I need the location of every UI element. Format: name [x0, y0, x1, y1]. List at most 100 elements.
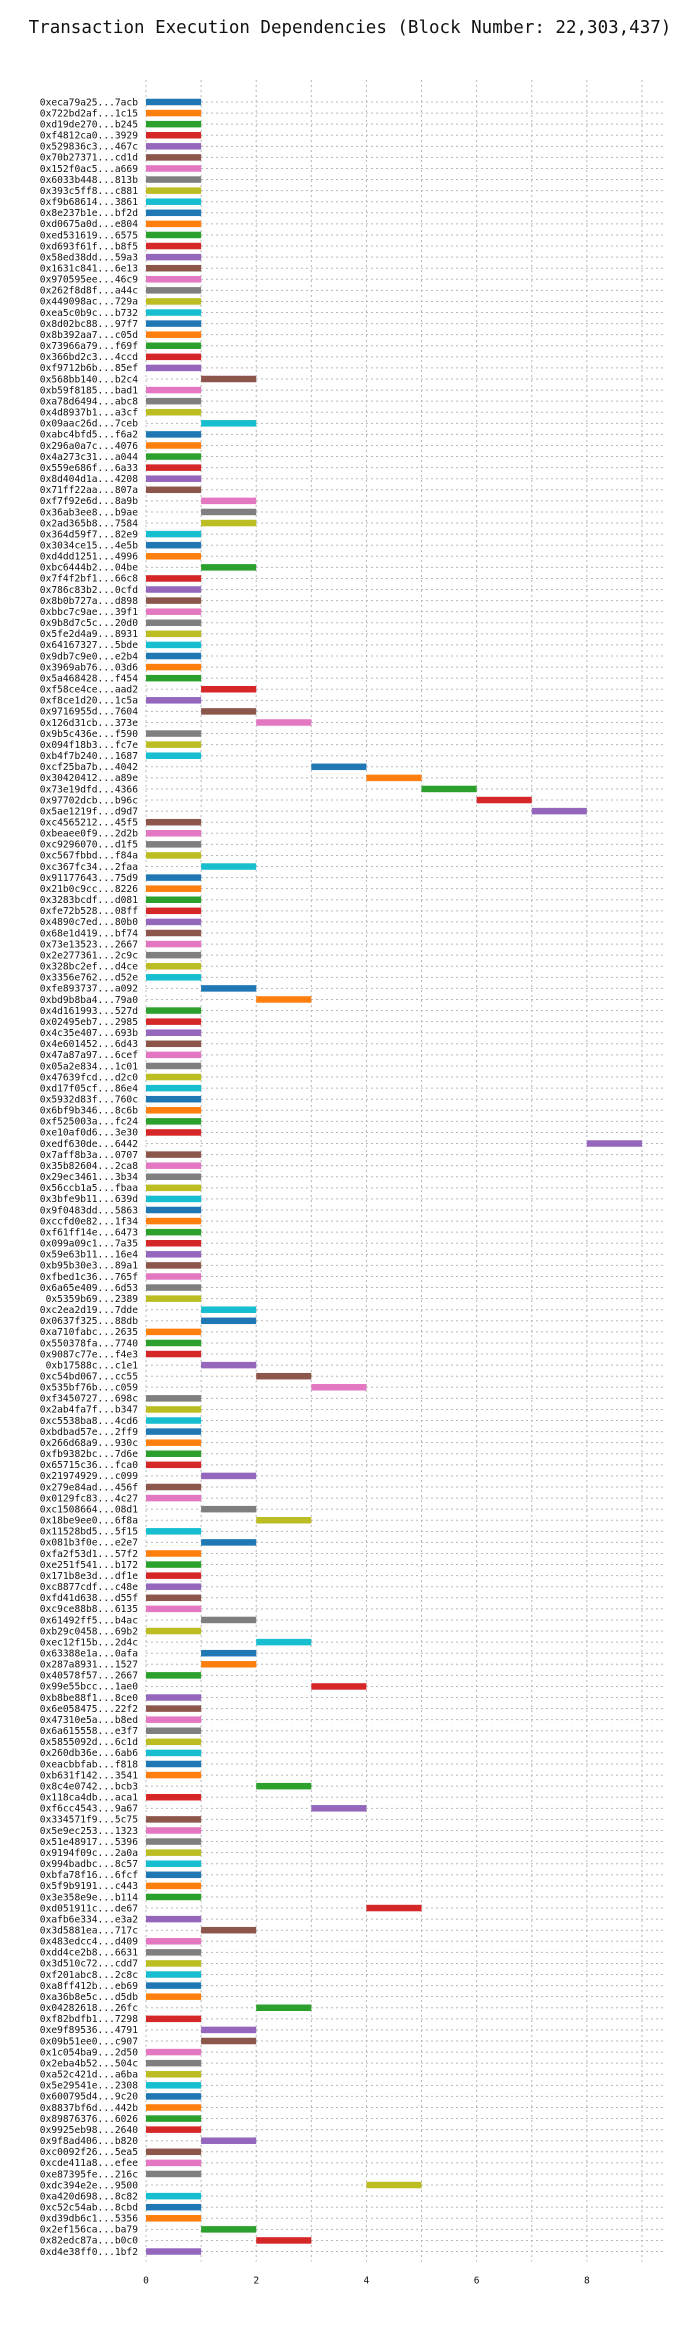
transaction-label: 0x786c83b2...0cfd — [40, 585, 138, 596]
transaction-label: 0xf4812ca0...3929 — [40, 131, 138, 142]
transaction-bar — [146, 431, 202, 438]
transaction-label: 0x260db36e...6ab6 — [40, 1748, 138, 1759]
transaction-label: 0x5359b69...2389 — [46, 1294, 139, 1305]
transaction-bar — [201, 2137, 257, 2144]
transaction-bar — [146, 575, 202, 582]
transaction-label: 0xd0675a0d...e804 — [40, 219, 138, 230]
transaction-bar — [146, 940, 202, 948]
transaction-bar — [146, 1982, 202, 1989]
transaction-label: 0xf61ff14e...6473 — [40, 1227, 138, 1238]
transaction-bar — [146, 1738, 202, 1746]
transaction-bar — [146, 1217, 202, 1225]
transaction-bar — [146, 143, 202, 150]
transaction-bar — [201, 1317, 257, 1325]
transaction-bar — [201, 497, 257, 505]
transaction-bar — [146, 298, 202, 305]
transaction-label: 0x3283bcdf...d081 — [40, 895, 138, 906]
transaction-bar — [201, 420, 257, 427]
transaction-bar — [146, 1018, 202, 1025]
transaction-label: 0xfd41d638...d55f — [40, 1593, 138, 1604]
transaction-bar — [421, 785, 477, 793]
transaction-bar — [146, 408, 202, 416]
transaction-label: 0x559e686f...6a33 — [40, 463, 138, 474]
transaction-label: 0x5f9b9191...c443 — [40, 1881, 138, 1892]
transaction-label: 0xf9712b6b...85ef — [40, 363, 138, 374]
transaction-bar — [146, 309, 202, 316]
transaction-label: 0xa78d6494...abc8 — [40, 396, 138, 407]
transaction-bar — [146, 852, 202, 859]
transaction-bar — [201, 863, 257, 870]
transaction-bar — [146, 1860, 202, 1867]
transaction-label: 0xedf630de...6442 — [40, 1139, 138, 1150]
transaction-bar — [146, 154, 202, 161]
transaction-bar — [146, 1716, 202, 1723]
transaction-bar — [146, 1949, 202, 1956]
transaction-label: 0xd693f61f...b8f5 — [40, 241, 138, 252]
transaction-label: 0xbeaee0f9...2d2b — [40, 829, 138, 840]
transaction-bar — [146, 530, 202, 538]
transaction-label: 0xb59f8185...bad1 — [40, 385, 138, 396]
transaction-bar — [256, 2004, 312, 2012]
transaction-bar — [201, 375, 257, 383]
transaction-bar — [146, 386, 202, 394]
transaction-label: 0xf8ce1d20...1c5a — [40, 696, 138, 707]
transaction-label: 0xa52c421d...a6ba — [40, 2070, 138, 2081]
transaction-bar — [146, 1561, 202, 1568]
transaction-bar — [146, 885, 202, 892]
transaction-bar — [201, 2037, 257, 2045]
transaction-bar — [146, 1882, 202, 1890]
transaction-bar — [146, 120, 202, 128]
transaction-bar — [146, 1971, 202, 1978]
transaction-bar — [146, 1461, 202, 1469]
transaction-bar — [146, 1262, 202, 1269]
transaction-bar — [311, 1683, 367, 1690]
transaction-bar — [146, 2015, 202, 2023]
transaction-bar — [146, 331, 202, 338]
transaction-label: 0x35b82604...2ca8 — [40, 1161, 138, 1172]
transaction-bar — [146, 619, 202, 627]
transaction-label: 0x449098ac...729a — [40, 297, 138, 308]
transaction-label: 0xccfd0e82...1f34 — [40, 1216, 138, 1227]
transaction-label: 0xf7f92e6d...8a9b — [40, 496, 138, 507]
transaction-label: 0xf525003a...fc24 — [40, 1117, 138, 1128]
transaction-label: 0x4d8937b1...a3cf — [40, 408, 138, 419]
transaction-bar — [146, 1162, 202, 1169]
transaction-label: 0xf58ce4ce...aad2 — [40, 685, 138, 696]
transaction-bar — [146, 1350, 202, 1358]
transaction-label: 0xb8be88f1...8ce0 — [40, 1693, 138, 1704]
transaction-bar — [201, 1472, 257, 1480]
transaction-bar — [146, 586, 202, 593]
transaction-label: 0x9b5c436e...f590 — [40, 729, 138, 740]
transaction-bar — [146, 663, 202, 671]
transaction-label: 0x8b392aa7...c05d — [40, 330, 138, 341]
transaction-label: 0x9194f09c...2a0a — [40, 1848, 138, 1859]
x-tick-label: 0 — [143, 2276, 149, 2287]
transaction-label: 0xc367fc34...2faa — [40, 862, 138, 873]
transaction-label: 0x3034ce15...4e5b — [40, 541, 138, 552]
x-tick-label: 2 — [253, 2276, 259, 2287]
transaction-bar — [146, 1228, 202, 1236]
transaction-label: 0x8e237b1e...bf2d — [40, 208, 138, 219]
transaction-bar — [146, 276, 202, 283]
transaction-label: 0x1631c841...6e13 — [40, 264, 138, 275]
transaction-label: 0xd051911c...de67 — [40, 1903, 138, 1914]
transaction-bar — [146, 1062, 202, 1070]
transaction-bar — [146, 1583, 202, 1590]
transaction-bar — [146, 1494, 202, 1502]
transaction-label: 0x7f4f2bf1...66c8 — [40, 574, 138, 585]
transaction-bar — [256, 996, 312, 1003]
transaction-label: 0xd17f05cf...86e4 — [40, 1083, 138, 1094]
transaction-bar — [146, 1793, 202, 1801]
transaction-label: 0xc54bd067...cc55 — [40, 1372, 138, 1383]
transaction-bar — [146, 109, 202, 117]
transaction-label: 0x5855092d...6c1d — [40, 1737, 138, 1748]
transaction-bar — [201, 985, 257, 992]
transaction-label: 0x094f18b3...fc7e — [40, 740, 138, 751]
transaction-bar — [146, 1284, 202, 1291]
transaction-label: 0x6a615558...e3f7 — [40, 1726, 138, 1737]
transaction-label: 0xe87395fe...216c — [40, 2169, 138, 2180]
transaction-bar — [146, 730, 202, 737]
transaction-label: 0xd4e38ff0...1bf2 — [40, 2247, 138, 2258]
transaction-label: 0x9087c77e...f4e3 — [40, 1349, 138, 1360]
transaction-bar — [256, 1782, 312, 1790]
